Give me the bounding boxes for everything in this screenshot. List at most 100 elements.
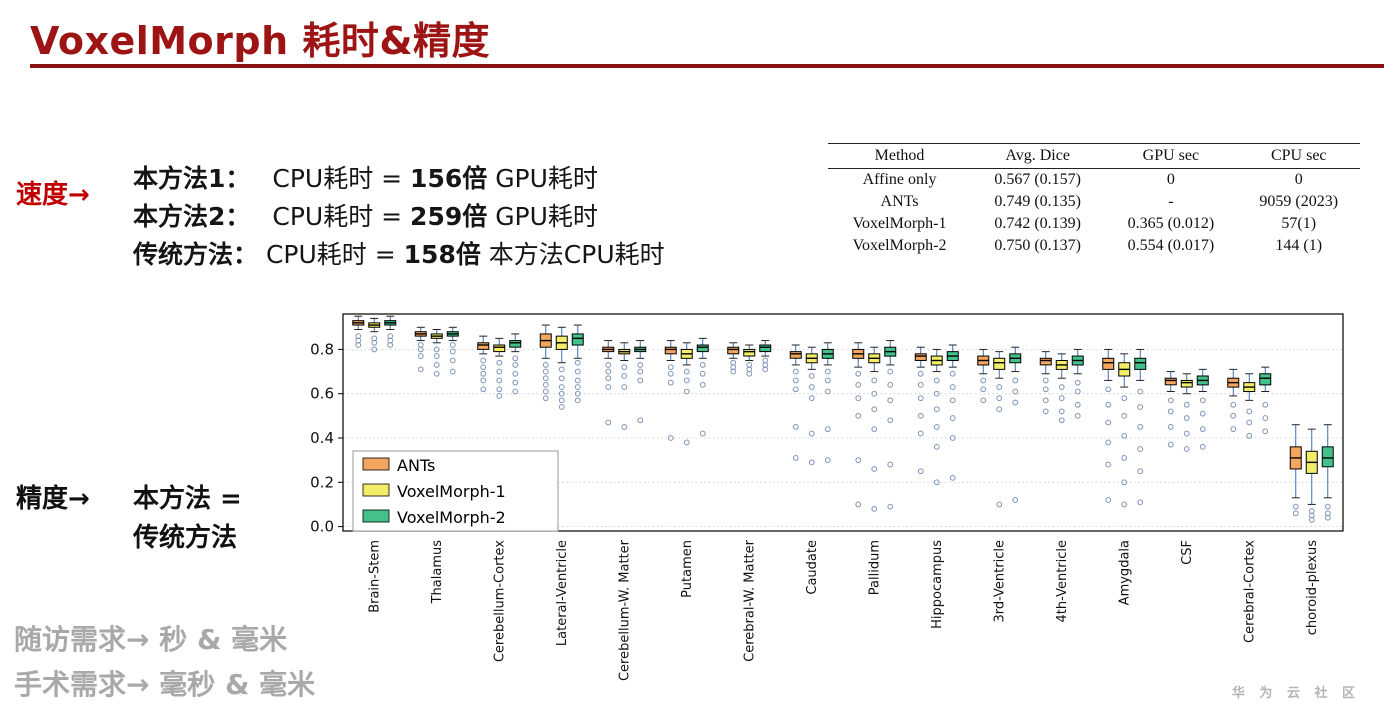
- accuracy-label: 精度→: [16, 484, 90, 514]
- box-group: [664, 340, 677, 441]
- outlier-point: [605, 419, 612, 426]
- y-tick-label: 0.4: [310, 429, 334, 447]
- outlier-point: [574, 368, 581, 375]
- outlier-point: [792, 368, 799, 375]
- title-underline: [30, 64, 1384, 68]
- box: [1164, 377, 1177, 386]
- outlier-point: [1199, 426, 1206, 433]
- outlier-point: [1012, 497, 1019, 503]
- box: [1259, 373, 1272, 386]
- outlier-point: [871, 466, 878, 472]
- box-group: [1118, 353, 1131, 508]
- outlier-point: [449, 342, 456, 348]
- outlier-point: [1324, 514, 1331, 521]
- outlier-point: [808, 384, 815, 390]
- outlier-point: [387, 342, 394, 348]
- outlier-point: [730, 368, 737, 375]
- x-category-label: Cerebellum-W. Matter: [617, 539, 632, 681]
- outlier-point: [512, 388, 519, 395]
- box: [759, 344, 772, 353]
- method-name: 本方法2：: [133, 202, 251, 231]
- outlier-point: [1183, 446, 1190, 452]
- speed-text: GPU耗时: [495, 202, 598, 231]
- outlier-point: [792, 386, 799, 393]
- table-header-row: Method Avg. Dice GPU sec CPU sec: [828, 143, 1360, 169]
- box-group: [602, 340, 615, 426]
- outlier-point: [1074, 388, 1081, 395]
- box: [727, 346, 740, 355]
- outlier-point: [1074, 412, 1081, 419]
- x-category-label: Caudate: [805, 540, 820, 595]
- outlier-point: [480, 370, 487, 377]
- outlier-point: [980, 397, 987, 404]
- accuracy-line1: 本方法 =: [133, 484, 242, 514]
- outlier-point: [699, 430, 706, 437]
- outlier-point: [637, 368, 644, 375]
- outlier-point: [1199, 397, 1206, 404]
- box-group: [868, 346, 881, 512]
- col-method: Method: [828, 143, 972, 169]
- box-group: [727, 342, 740, 375]
- box-group: [493, 337, 506, 399]
- outlier-point: [1042, 377, 1049, 384]
- y-tick-label: 0.0: [310, 518, 334, 536]
- box-group: [1039, 351, 1052, 415]
- legend-label: ANTs: [397, 456, 435, 475]
- x-category-label: Pallidum: [867, 540, 882, 595]
- outlier-point: [1074, 401, 1081, 408]
- outlier-point: [933, 424, 940, 430]
- box-group: [384, 315, 397, 348]
- outlier-point: [637, 377, 644, 384]
- box-group: [509, 333, 522, 395]
- outlier-point: [542, 388, 549, 395]
- outlier-point: [1105, 497, 1112, 503]
- outlier-point: [824, 388, 831, 395]
- method-name: 本方法1：: [133, 164, 251, 193]
- outlier-point: [1262, 428, 1269, 435]
- outlier-point: [512, 355, 519, 362]
- outlier-point: [871, 505, 878, 512]
- outlier-point: [558, 397, 565, 404]
- box-group: [618, 342, 631, 430]
- cell-gpu: 0: [1166, 171, 1175, 188]
- box-group: [1289, 424, 1302, 517]
- box: [1134, 357, 1147, 370]
- outlier-point: [558, 384, 565, 390]
- outlier-point: [1167, 424, 1174, 430]
- outlier-point: [1105, 461, 1112, 468]
- outlier-point: [542, 368, 549, 375]
- outlier-point: [683, 377, 690, 384]
- outlier-point: [417, 346, 424, 353]
- outlier-point: [558, 404, 565, 410]
- outlier-point: [933, 406, 940, 413]
- outlier-point: [1042, 397, 1049, 404]
- outlier-point: [417, 366, 424, 373]
- outlier-point: [855, 412, 862, 419]
- outlier-point: [480, 364, 487, 371]
- col-avg-dice: Avg. Dice: [971, 143, 1105, 169]
- outlier-point: [1292, 503, 1299, 510]
- legend-label: VoxelMorph-2: [397, 508, 506, 527]
- speed-section: 本方法1： CPU耗时 = 156倍 GPU耗时 本方法2： CPU耗时 = 2…: [133, 160, 665, 274]
- outlier-point: [667, 364, 674, 371]
- outlier-point: [933, 479, 940, 486]
- box-group: [821, 342, 834, 464]
- outlier-point: [417, 353, 424, 359]
- box-group: [634, 340, 647, 424]
- box-group: [680, 342, 693, 446]
- outlier-point: [433, 370, 440, 377]
- outlier-point: [855, 370, 862, 377]
- outlier-point: [1199, 443, 1206, 450]
- box-group: [477, 335, 490, 393]
- outlier-point: [683, 439, 690, 446]
- x-category-label: choroid-plexus: [1305, 540, 1320, 635]
- outlier-point: [699, 381, 706, 388]
- outlier-point: [792, 377, 799, 384]
- outlier-point: [855, 501, 862, 508]
- outlier-point: [1105, 386, 1112, 393]
- outlier-point: [855, 381, 862, 388]
- speed-label: 速度→: [16, 180, 90, 210]
- box-group: [993, 351, 1006, 508]
- outlier-point: [996, 406, 1003, 413]
- outlier-point: [605, 384, 612, 390]
